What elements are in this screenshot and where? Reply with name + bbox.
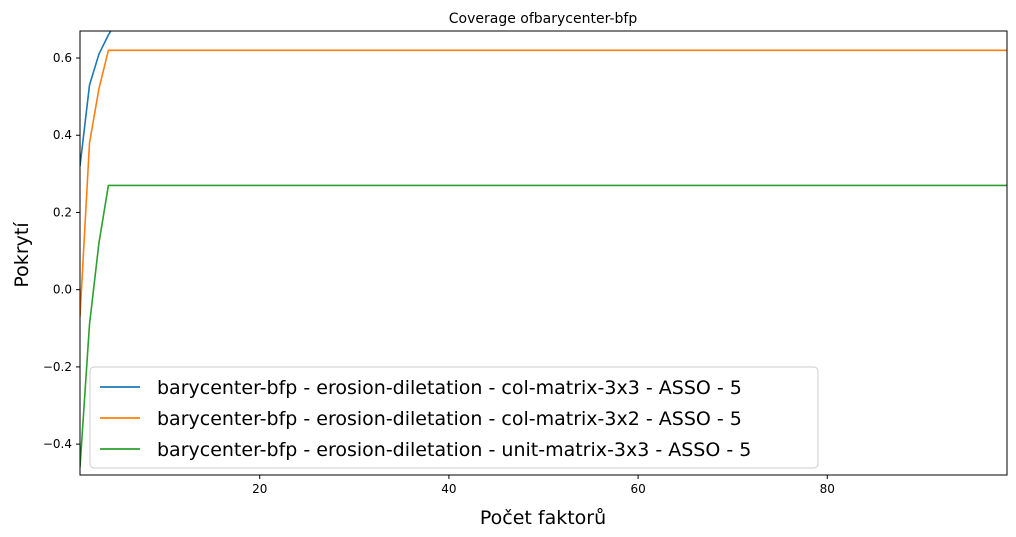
- x-axis: 20 40 60 80: [252, 475, 835, 496]
- series-line-2: [80, 49, 1007, 317]
- y-tick-label: −0.2: [43, 360, 72, 374]
- legend-label-1: barycenter-bfp - erosion-diletation - co…: [157, 377, 742, 399]
- series-line-3: [80, 184, 1007, 468]
- plot-frame: [79, 30, 1008, 476]
- y-tick-label: 0.6: [53, 51, 72, 65]
- series-line-1: [80, 31, 112, 167]
- plot-area: [80, 31, 1007, 468]
- x-tick-label: 20: [252, 482, 267, 496]
- chart-title: Coverage ofbarycenter-bfp: [449, 11, 638, 27]
- legend-box: [89, 366, 819, 469]
- y-axis: −0.4 −0.2 0.0 0.2 0.4 0.6: [43, 51, 80, 451]
- legend-label-2: barycenter-bfp - erosion-diletation - co…: [157, 408, 742, 430]
- x-tick-label: 80: [820, 482, 835, 496]
- legend-label-3: barycenter-bfp - erosion-diletation - un…: [157, 439, 751, 461]
- x-tick-label: 40: [441, 482, 456, 496]
- x-tick-label: 60: [630, 482, 645, 496]
- x-axis-label: Počet faktorů: [480, 507, 606, 529]
- y-tick-label: −0.4: [43, 437, 72, 451]
- legend: barycenter-bfp - erosion-diletation - co…: [89, 366, 819, 469]
- y-tick-label: 0.4: [53, 128, 72, 142]
- y-tick-label: 0.2: [53, 205, 72, 219]
- y-tick-label: 0.0: [53, 283, 72, 297]
- y-axis-label: Pokrytí: [11, 222, 33, 288]
